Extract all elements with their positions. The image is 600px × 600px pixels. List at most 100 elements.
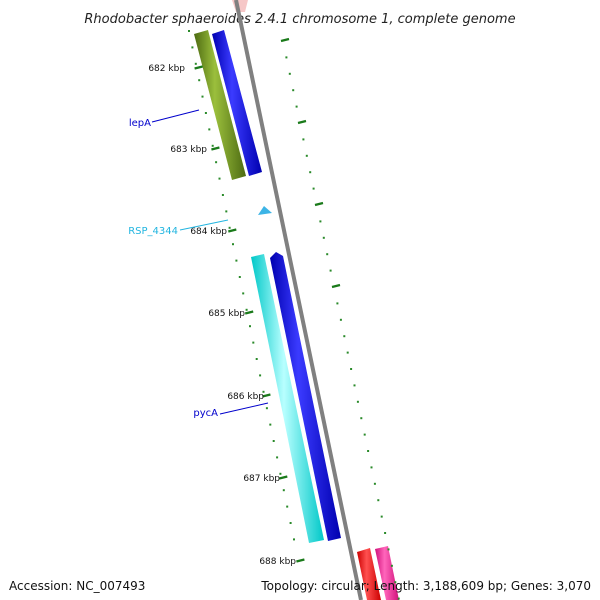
outer-dot [343,335,346,338]
gene-pycA-cyan [251,254,324,543]
scale-dot [262,390,265,393]
outer-dot [370,466,373,469]
gene-label-lepA: lepA [129,118,151,129]
outer-dot [367,450,370,452]
outer-dot [373,482,376,485]
tick-label-683: 683 kbp [170,145,207,155]
outer-dot [394,581,397,584]
scale-dot [225,210,228,213]
genome-backbone [234,0,363,600]
gene-pycA [270,252,341,541]
outer-dot [322,236,325,239]
outer-dot [336,302,339,305]
scale-dot [188,30,190,32]
scale-dot [245,308,248,311]
scale-dot [201,95,204,98]
scale-dot [289,522,292,524]
tick-label-687: 687 kbp [243,474,280,484]
scale-major-tick [279,475,288,480]
scale-dot [221,194,224,196]
scale-dot [235,259,238,262]
outer-major-tick [314,201,324,207]
scale-dot [286,505,289,508]
outer-dot [350,368,353,370]
outer-dot [397,597,400,600]
scale-dot [279,472,282,475]
scale-dot [282,489,285,492]
outer-dot [353,384,356,387]
leader-lepA [151,109,200,123]
scale-dot [232,243,234,246]
tick-label-688: 688 kbp [259,557,296,567]
outer-dot [326,253,329,256]
outer-major-tick [331,283,341,289]
leader-pycA [219,402,269,415]
tick-label-685: 685 kbp [208,309,245,319]
outer-dot [387,548,390,551]
scale-dot [204,112,207,114]
scale-dot [265,407,268,410]
scale-major-tick [194,65,203,70]
scale-dot [242,292,245,295]
gene-RSP_4344 [258,206,272,215]
outer-dot [295,105,298,108]
scale-major-tick [296,558,305,563]
outer-dotted-ring [280,37,400,600]
scale-dot [255,358,258,360]
outer-major-tick [280,37,290,43]
scale-dot [194,62,197,65]
scale-dot [215,161,218,164]
scale-dot [198,79,201,82]
scale-dot [252,341,255,344]
gene-olive [194,30,246,180]
leader-RSP_4344 [179,219,229,231]
outer-dot [346,351,349,354]
scale-dot [259,374,262,377]
outer-major-tick [297,119,307,125]
gene-red [357,548,381,600]
outer-dot [288,72,291,75]
outer-dot [390,564,393,567]
gene-pink [375,546,399,600]
outer-dot [292,89,295,92]
outer-dot [360,417,363,420]
tick-label-686: 686 kbp [227,392,264,402]
scale-dot [276,456,279,459]
tick-label-682: 682 kbp [148,64,185,74]
gene-label-pycA: pycA [193,408,218,419]
scale-dot [211,144,214,147]
outer-dot [305,154,308,157]
scale-major-tick [262,393,271,398]
gene-lepA [212,30,262,176]
outer-dot [285,56,288,59]
outer-dot [309,171,312,174]
scale-dot [208,128,211,131]
scale-dot [269,423,272,426]
accession-text: Accession: NC_007493 [9,579,146,593]
outer-dot [380,515,383,518]
scale-dot [272,440,275,442]
scale-dot [218,177,221,180]
map-title: Rhodobacter sphaeroides 2.4.1 chromosome… [84,12,515,27]
topology-text: Topology: circular; Length: 3,188,609 bp… [261,579,591,593]
kbp-scale [188,30,305,563]
outer-dot [302,138,305,141]
outer-dot [339,318,342,321]
scale-dot [228,226,231,229]
outer-dot [377,499,380,502]
scale-dot [249,325,251,328]
scale-major-tick [244,310,254,315]
scale-dot [238,276,241,278]
outer-dot [329,269,332,272]
scale-major-tick [211,146,220,151]
outer-dot [356,400,359,403]
outer-dot [319,220,322,223]
gene-label-RSP_4344: RSP_4344 [128,226,178,237]
outer-dot [312,187,315,190]
scale-dot [191,46,194,49]
scale-dot [293,538,295,541]
tick-label-684: 684 kbp [190,227,227,237]
outer-dot [384,532,387,534]
scale-major-tick [228,228,237,233]
